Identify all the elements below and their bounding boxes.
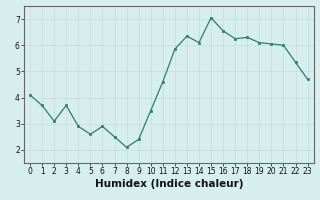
X-axis label: Humidex (Indice chaleur): Humidex (Indice chaleur) [94, 179, 243, 189]
